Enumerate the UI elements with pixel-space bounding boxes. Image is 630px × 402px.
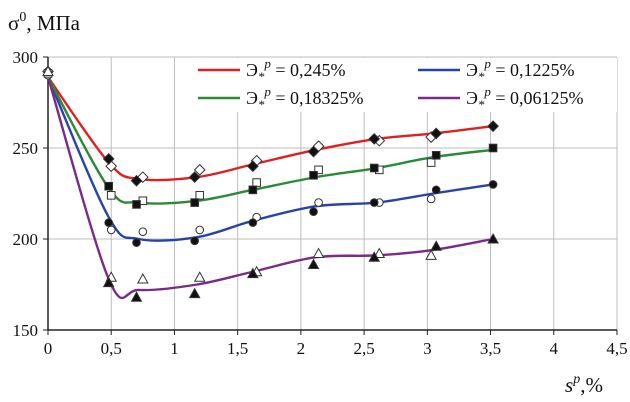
y-axis-title-base: σ (8, 11, 19, 35)
series-line-4 (46, 76, 494, 300)
filled-triangle-marker (307, 258, 320, 269)
y-axis-title: σ0, МПа (8, 10, 81, 35)
x-tick-label: 3 (423, 339, 432, 358)
filled-circle-marker (309, 207, 318, 216)
y-tick-label: 250 (13, 139, 39, 158)
filled-diamond-marker (102, 153, 115, 165)
filled-square-marker (431, 150, 441, 160)
filled-square-marker (132, 200, 141, 209)
filled-diamond-marker (487, 120, 499, 133)
filled-triangle-marker (188, 287, 201, 299)
x-tick-label: 2 (297, 339, 306, 358)
x-axis-title-base: s (565, 373, 573, 397)
filled-square-marker (488, 143, 498, 153)
series-line-2 (46, 76, 494, 242)
filled-circle-marker (132, 238, 141, 247)
open-circle-marker (138, 227, 148, 237)
filled-triangle-marker (368, 251, 381, 262)
open-square-marker (426, 158, 436, 167)
legend-background (192, 58, 617, 112)
y-axis-title-sup: 0 (19, 10, 26, 25)
legend-label-4: Э*p = 0,06125% (466, 84, 584, 112)
x-tick-label: 4 (550, 339, 559, 358)
filled-triangle-marker (102, 276, 115, 288)
x-tick-label: 3,5 (480, 339, 501, 358)
filled-triangle-marker (430, 240, 443, 251)
series-markers (42, 65, 499, 302)
x-axis-title: sp,% (565, 372, 603, 397)
open-triangle-marker (312, 247, 325, 259)
legend-label-3: Э*p = 0,18325% (246, 84, 364, 112)
filled-diamond-marker (307, 145, 320, 158)
legend: Э*p = 0,245% Э*p = 0,1225% Э*p = 0,18325% Э… (198, 56, 584, 112)
filled-circle-marker (248, 218, 258, 227)
legend-label-2: Э*p = 0,1225% (466, 56, 575, 84)
open-diamond-marker (193, 163, 206, 176)
open-square-marker (314, 165, 323, 175)
filled-circle-marker (104, 218, 113, 227)
x-tick-label: 4,5 (606, 339, 627, 358)
y-tick-label: 300 (13, 48, 39, 67)
open-triangle-marker (136, 273, 149, 284)
x-tick-label: 1 (170, 339, 179, 358)
x-tick-label: 0 (44, 339, 53, 358)
open-circle-marker (426, 194, 436, 204)
open-circle-marker (106, 225, 116, 235)
x-axis-title-rest: ,% (580, 373, 603, 397)
x-tick-label: 1,5 (227, 339, 248, 358)
y-axis-title-rest: , МПа (26, 11, 80, 35)
filled-square-marker (309, 171, 318, 180)
filled-diamond-marker (368, 132, 381, 145)
filled-square-marker (248, 185, 258, 195)
x-axis-title-sup: p (572, 372, 580, 387)
filled-square-marker (190, 198, 199, 207)
open-square-marker (195, 191, 205, 200)
filled-triangle-marker (487, 232, 499, 244)
filled-triangle-marker (130, 291, 143, 302)
filled-diamond-marker (246, 160, 259, 173)
filled-diamond-marker (188, 171, 201, 184)
filled-square-marker (369, 163, 379, 173)
y-tick-label: 200 (13, 230, 39, 249)
axes (43, 56, 618, 335)
open-triangle-marker (193, 271, 206, 282)
open-triangle-marker (42, 65, 54, 77)
filled-circle-marker (369, 198, 379, 207)
x-tick-label: 0,5 (101, 339, 122, 358)
open-triangle-marker (425, 249, 437, 260)
filled-circle-marker (488, 180, 498, 189)
filled-diamond-marker (130, 174, 143, 187)
open-square-marker (106, 191, 116, 200)
open-square-marker (252, 178, 261, 187)
open-circle-marker (195, 225, 205, 235)
legend-label-1: Э*p = 0,245% (246, 56, 346, 84)
filled-diamond-marker (430, 127, 443, 140)
open-triangle-marker (373, 247, 386, 259)
filled-triangle-marker (246, 267, 259, 279)
filled-circle-marker (431, 185, 441, 195)
x-tick-label: 2,5 (353, 339, 374, 358)
filled-square-marker (104, 181, 113, 191)
open-circle-marker (314, 198, 323, 207)
y-tick-label: 150 (13, 321, 39, 340)
tick-labels: 0 0,5 1 1,5 2 2,5 3 3,5 4 4,5 150 200 250 300 (13, 48, 628, 358)
filled-circle-marker (190, 236, 199, 246)
